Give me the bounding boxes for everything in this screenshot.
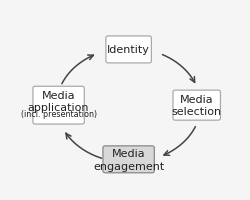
Text: (incl. presentation): (incl. presentation)	[20, 110, 96, 119]
Text: Media
engagement: Media engagement	[93, 148, 164, 171]
FancyBboxPatch shape	[102, 146, 154, 173]
FancyBboxPatch shape	[33, 87, 84, 124]
Text: Media
selection: Media selection	[171, 94, 221, 117]
Text: Identity: Identity	[107, 45, 150, 55]
Text: Media
application: Media application	[28, 91, 89, 113]
FancyBboxPatch shape	[172, 91, 220, 121]
FancyBboxPatch shape	[106, 37, 151, 64]
